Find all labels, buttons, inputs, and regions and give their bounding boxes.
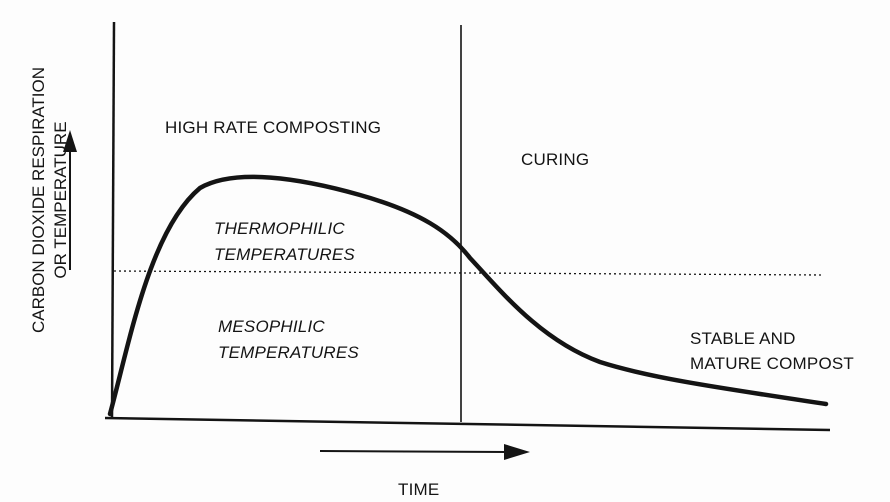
mesophilic-label-line-2: TEMPERATURES bbox=[218, 343, 359, 362]
end-state-label-line-2: MATURE COMPOST bbox=[690, 354, 854, 373]
time-arrow-head bbox=[504, 444, 530, 460]
respiration-curve bbox=[107, 174, 829, 417]
y-direction-arrow-head bbox=[63, 130, 77, 152]
high-rate-composting-label: HIGH RATE COMPOSTING bbox=[165, 118, 382, 137]
y-axis-label: CARBON DIOXIDE RESPIRATION OR TEMPERATUR… bbox=[28, 40, 72, 360]
end-state-label-line-1: STABLE AND bbox=[690, 329, 796, 348]
y-axis bbox=[110, 21, 116, 419]
y-axis-label-line-1: CARBON DIOXIDE RESPIRATION bbox=[29, 66, 48, 334]
temperature-threshold-line bbox=[113, 270, 825, 276]
mesophilic-label-line-1: MESOPHILIC bbox=[218, 317, 325, 336]
y-axis-label-line-2: OR TEMPERATURE bbox=[51, 121, 70, 279]
time-arrow-shaft bbox=[319, 450, 509, 453]
x-axis bbox=[104, 416, 831, 432]
thermophilic-label-line-2: TEMPERATURES bbox=[214, 245, 355, 264]
curing-label: CURING bbox=[521, 150, 590, 169]
thermophilic-label-line-1: THERMOPHILIC bbox=[214, 219, 345, 238]
x-axis-label: TIME bbox=[398, 480, 440, 499]
